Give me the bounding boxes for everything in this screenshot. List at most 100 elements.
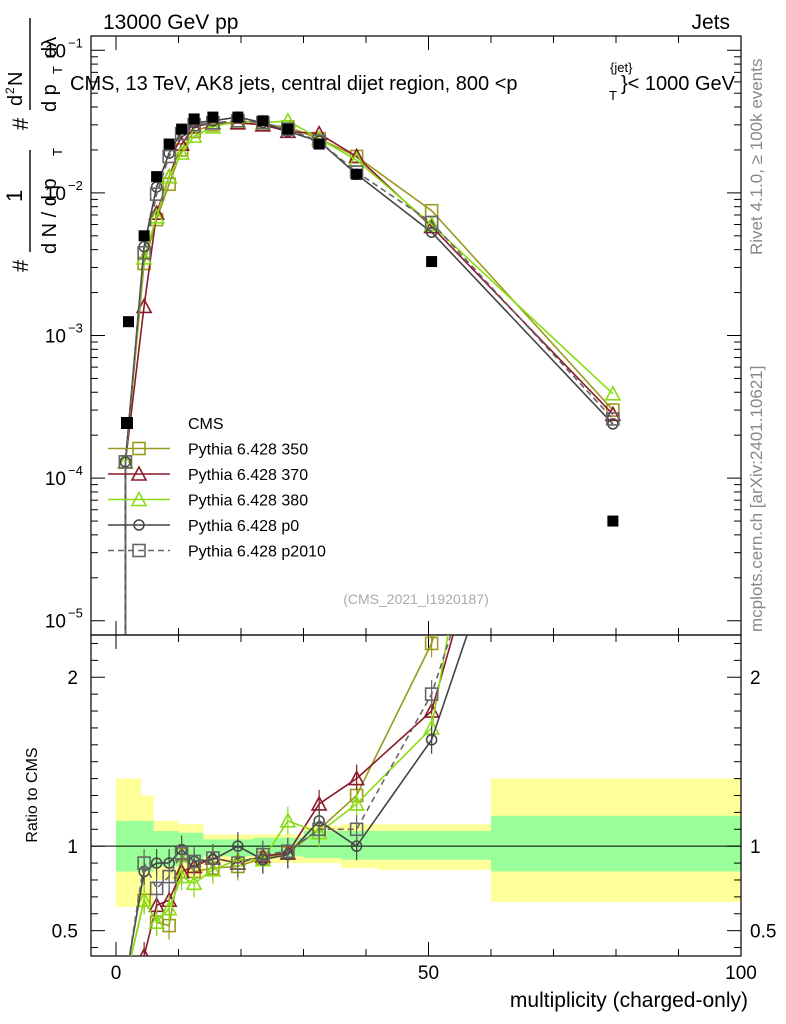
ratio-marker-p380 [173, 867, 190, 884]
main-series [117, 111, 622, 635]
ratio-series-group [128, 635, 468, 956]
series-marker-p350-square [424, 203, 439, 218]
series-marker-p2010 [424, 215, 439, 230]
series-marker-p380-triangle [160, 167, 178, 184]
legend-marker-p350-square [132, 441, 146, 456]
header-right: Jets [691, 11, 730, 34]
legend-label-p350: Pythia 6.428 350 [188, 442, 308, 459]
ratio-marker-p380 [185, 874, 203, 891]
series-marker-p380-triangle [148, 208, 165, 224]
series-marker-p370 [173, 135, 190, 151]
legend-label-p0: Pythia 6.428 p0 [188, 518, 299, 535]
series-marker-p380 [148, 208, 165, 224]
series-marker-p2010 [606, 412, 620, 426]
main-y-label: # 1 d N / d p T # d 2 N d p T dλ [2, 18, 65, 272]
ratio-y-tick-label-right: 0.5 [750, 922, 776, 943]
ylabel-d2: d [5, 95, 27, 106]
legend-marker-p0-circle [133, 519, 145, 531]
series-marker-p2010-square [606, 412, 620, 426]
ratio-x-tick-label: 50 [418, 963, 439, 984]
ratio-marker-p2010 [312, 822, 326, 837]
ratio-marker-p2010 [349, 822, 364, 837]
series-marker-p380 [135, 249, 153, 265]
side-rivet: Rivet 4.1.0, ≥ 100k events [747, 59, 766, 255]
series-marker-p380-triangle [204, 118, 222, 134]
ratio-marker-p2010 [281, 844, 295, 859]
series-marker-p370-triangle [173, 135, 190, 151]
series-marker-p2010-square [137, 246, 151, 260]
series-marker-p2010-square [281, 122, 295, 136]
series-marker-p2010 [118, 455, 133, 469]
data-point [426, 256, 438, 268]
legend-marker-p370 [130, 465, 148, 481]
ratio-marker-p380 [204, 861, 222, 877]
series-marker-p380 [173, 144, 190, 160]
legend-label-data: CMS [188, 416, 224, 433]
plot-title: CMS, 13 TeV, AK8 jets, central dijet reg… [70, 60, 736, 103]
legend-marker-data [121, 417, 133, 429]
main-y-tick-exponent: −4 [68, 463, 83, 478]
ratio-marker-p2010-square [231, 856, 245, 870]
ratio-marker-p380-triangle [148, 913, 165, 930]
legend-marker-p380-triangle [130, 490, 148, 507]
ratio-marker-p2010 [149, 881, 164, 896]
ratio-marker-p380 [135, 891, 153, 908]
plot-title-main: CMS, 13 TeV, AK8 jets, central dijet reg… [70, 73, 518, 95]
legend-marker-p2010-square [132, 543, 146, 558]
ratio-marker-p2010 [231, 856, 245, 870]
data-point [207, 111, 219, 123]
series-marker-p2010-square [149, 187, 164, 201]
main-y-tick-label: 10 [45, 612, 66, 633]
data-point [176, 123, 188, 135]
series-marker-p380 [423, 215, 440, 232]
main-y-tick-exponent: −5 [68, 606, 83, 621]
legend: CMS Pythia 6.428 350 Pythia 6.428 370 Pythi… [108, 416, 326, 561]
ratio-band-green [491, 815, 741, 872]
ratio-marker-p350-square [424, 636, 439, 651]
data-point [138, 230, 150, 242]
main-y-tick-exponent: −2 [68, 178, 83, 193]
ratio-marker-p2010-square [312, 822, 326, 837]
ratio-marker-p2010-square [174, 846, 189, 860]
ratio-marker-p2010 [206, 851, 220, 865]
ratio-marker-p350 [424, 636, 439, 651]
series-marker-p0 [607, 418, 619, 430]
ratio-marker-p2010 [187, 854, 201, 869]
series-marker-p0-circle [607, 418, 619, 430]
ratio-marker-p2010-square [256, 847, 270, 862]
ratio-marker-p380-triangle [348, 795, 365, 811]
series-marker-p0 [425, 226, 438, 238]
series-marker-p380-triangle [135, 249, 153, 265]
series-marker-p2010-square [118, 455, 133, 469]
series-marker-p350 [606, 403, 620, 417]
series-marker-p2010-square [162, 149, 176, 164]
ratio-marker-p380-triangle [135, 891, 153, 908]
ratio-marker-p380-triangle [160, 900, 178, 916]
legend-label-p380: Pythia 6.428 380 [188, 493, 308, 510]
series-marker-p0-circle [119, 456, 132, 468]
ratio-marker-p2010 [256, 847, 270, 862]
x-axis-label: multiplicity (charged-only) [510, 989, 748, 1012]
series-marker-p2010 [281, 122, 295, 136]
ratio-marker-p0 [150, 857, 163, 869]
ratio-y-tick-label: 1 [67, 837, 78, 858]
ratio-marker-p380 [160, 900, 178, 916]
ratio-marker-p380 [148, 913, 165, 930]
series-marker-p350-square [606, 403, 620, 417]
data-point [282, 123, 294, 135]
series-marker-p380-triangle [173, 144, 190, 160]
series-marker-p370 [348, 147, 365, 164]
ratio-marker-p2010 [424, 687, 439, 701]
ylabel-hash: # [8, 259, 33, 272]
ratio-y-tick-label-right: 1 [750, 837, 761, 858]
ratio-marker-p0 [425, 733, 438, 746]
ylabel-dlam: dλ [39, 37, 61, 58]
ratio-y-label: Ratio to CMS [24, 747, 41, 842]
ratio-x-tick-label: 100 [725, 963, 757, 984]
legend-marker-p0 [133, 519, 145, 531]
series-marker-p0 [119, 456, 132, 468]
ratio-band-green [153, 830, 179, 867]
header-left: 13000 GeV pp [103, 11, 238, 34]
ratio-marker-p2010-square [149, 881, 164, 896]
ratio-marker-p2010-square [349, 822, 364, 837]
